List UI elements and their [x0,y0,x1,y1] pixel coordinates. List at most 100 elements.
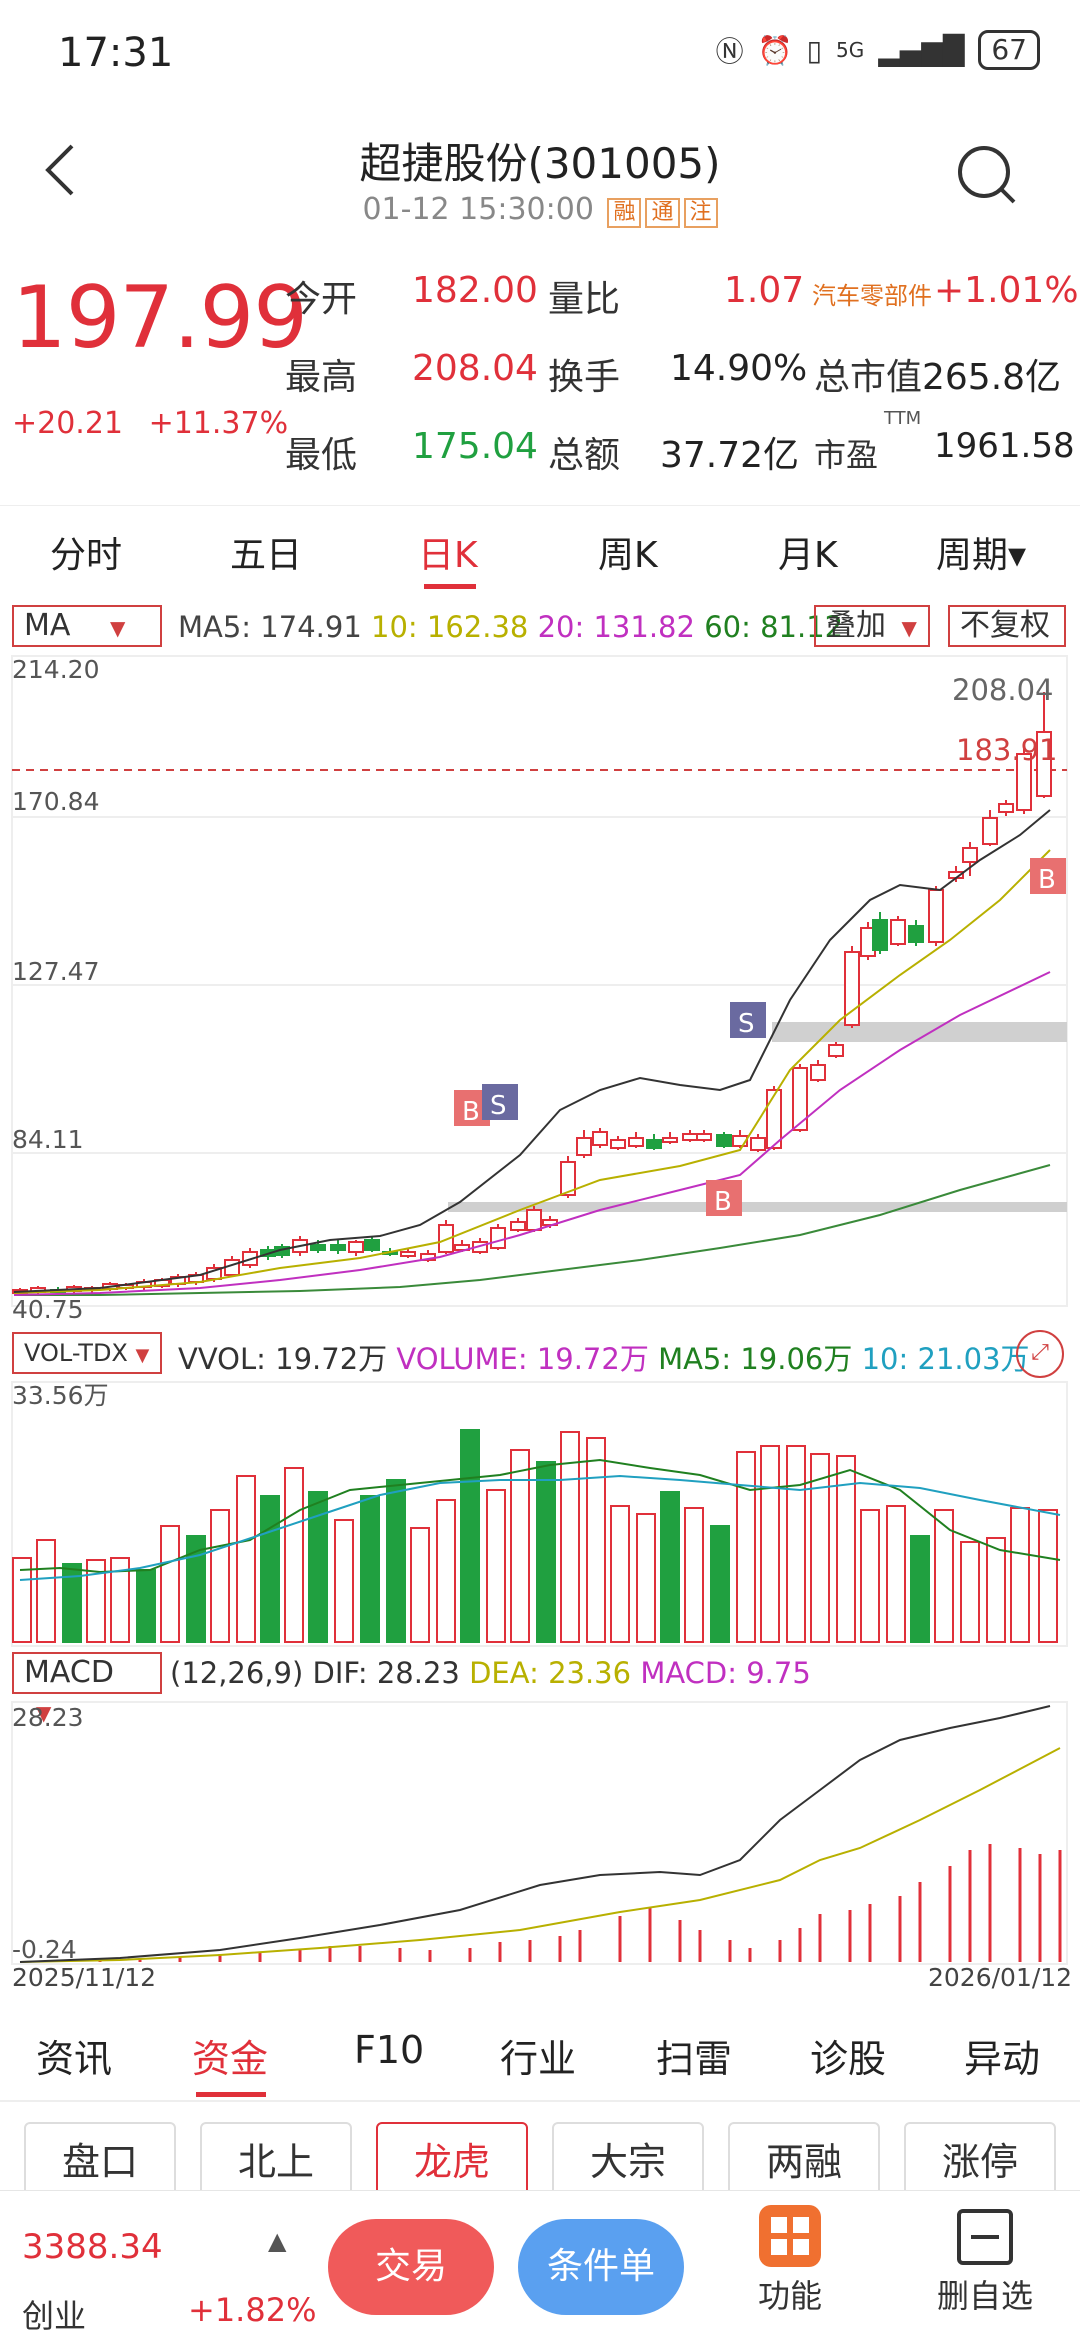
ma-selector[interactable]: MA ▼ [12,605,162,647]
change-amount: +20.21 [12,406,124,441]
tab-intraday[interactable]: 分时 [50,535,123,576]
candle-body [330,1244,346,1251]
nav-funds[interactable]: 资金 [192,2037,269,2081]
nfc-icon: Ⓝ [715,35,744,68]
tab-period[interactable]: 周期▾ [936,535,1027,576]
macd-selector[interactable]: MACD ▼ [12,1652,162,1725]
divider [0,2100,1080,2102]
volume-chart[interactable]: 33.56万 [0,1380,1080,1652]
candle-body [526,1209,542,1231]
y-label-4: 84.11 [12,1125,84,1154]
price-change: +20.21 +11.37% [12,406,288,441]
candle-body [982,817,998,845]
remove-watchlist-button[interactable]: 删自选 [920,2201,1050,2340]
candle-body [1016,753,1032,811]
last-price: 197.99 [12,268,308,368]
ma20-line [13,971,1051,1296]
resistance-zone [772,1022,1067,1042]
grid-apps-icon [759,2205,821,2267]
volume-bar [308,1491,328,1643]
svg-text:S: S [490,1091,507,1121]
tag-registered: 注 [683,198,718,228]
volume-bar [510,1449,530,1643]
volume-bar [860,1509,880,1643]
expand-button[interactable]: ⤢ [1016,1330,1064,1378]
quote-datetime: 01-12 15:30:00 [362,192,594,227]
volume-bar [36,1539,56,1643]
nav-industry[interactable]: 行业 [500,2037,577,2081]
buy-signal[interactable]: B [706,1180,742,1217]
sell-signal[interactable]: S [730,1002,766,1039]
volume-bar [736,1451,756,1643]
nav-f10[interactable]: F10 [354,2028,425,2072]
svg-text:B: B [1038,865,1056,895]
low-value: 175.04 [412,426,538,467]
nav-risk-scan[interactable]: 扫雷 [656,2037,733,2081]
volume-bar [710,1525,730,1643]
volume-bar [334,1519,354,1643]
y-label-2: 170.84 [12,787,99,816]
tab-weekly-k[interactable]: 周K [598,535,658,576]
tab-monthly-k[interactable]: 月K [778,535,838,576]
vol-ma10-value: 10: 21.03万 [861,1342,1030,1376]
chip-margin[interactable]: 两融 [728,2122,880,2202]
search-icon [958,146,1016,204]
vol-y-label: 33.56万 [12,1381,109,1410]
index-expand-icon[interactable]: ▲ [268,2227,287,2255]
tab-five-day[interactable]: 五日 [230,535,303,576]
conditional-order-button[interactable]: 条件单 [518,2219,684,2315]
candle-body [792,1067,808,1131]
chip-northbound[interactable]: 北上 [200,2122,352,2202]
candle-body [908,925,924,943]
sector-name[interactable]: 汽车零部件 [812,282,932,310]
turnover-label: 换手 [548,357,621,398]
kline-chart[interactable]: 214.20 170.84 127.47 84.11 40.75 208.04 … [0,650,1080,1330]
candle-body [962,847,978,863]
high-mark-label: 208.04 [952,673,1053,707]
volume-bar [934,1509,954,1643]
tab-daily-k[interactable]: 日K [418,535,478,576]
index-value[interactable]: 3388.34 [22,2227,163,2267]
vol-selector[interactable]: VOL-TDX ▼ [12,1332,162,1374]
back-button[interactable] [40,140,90,200]
ma-values: MA5: 174.91 10: 162.38 20: 131.82 60: 81… [178,610,843,644]
vol-selector-label: VOL-TDX [24,1339,128,1367]
overlay-selector[interactable]: 叠加 ▼ [814,605,930,647]
macd-y-top: 28.23 [12,1703,84,1732]
volume-bar [210,1509,230,1643]
sell-signal[interactable]: S [482,1084,518,1121]
volume-bar [760,1445,780,1643]
candle-body [490,1227,506,1249]
alarm-icon: ⏰ [757,33,793,67]
support-zone [448,1202,1067,1212]
ma5-line [13,809,1051,1293]
candle-body [844,951,860,1026]
nav-news[interactable]: 资讯 [36,2037,113,2081]
nav-diagnosis[interactable]: 诊股 [810,2037,887,2081]
amount-label: 总额 [548,435,621,476]
ma-selector-label: MA [24,608,71,643]
nav-movement[interactable]: 异动 [964,2037,1041,2081]
period-tabs: 分时 五日 日K 周K 月K 周期▾ [0,505,1080,593]
trade-button[interactable]: 交易 [328,2219,494,2315]
signal-label: 5G [835,38,865,62]
index-name: 创业 [22,2297,87,2335]
tag-connect: 通 [645,198,680,228]
volume-bar [284,1467,304,1643]
adjust-selector[interactable]: 不复权 [948,605,1066,647]
candle-body [592,1131,608,1146]
svg-text:S: S [738,1009,755,1039]
search-button[interactable] [952,140,1022,210]
expand-icon: ⤢ [1031,1340,1049,1365]
open-label: 今开 [285,279,358,320]
status-time: 17:31 [58,30,174,76]
macd-chart[interactable]: 28.23 -0.24 2025/11/12 2026/01/12 [0,1700,1080,1990]
function-button[interactable]: 功能 [740,2201,840,2340]
turnover-value: 14.90% [670,348,808,389]
volume-bar [86,1559,106,1643]
dif-line [19,1705,1051,1963]
volume-bar [436,1499,456,1643]
dropdown-icon: ▼ [135,1345,150,1366]
buy-signal[interactable]: B [1030,858,1066,895]
y-label-3: 127.47 [12,957,99,986]
